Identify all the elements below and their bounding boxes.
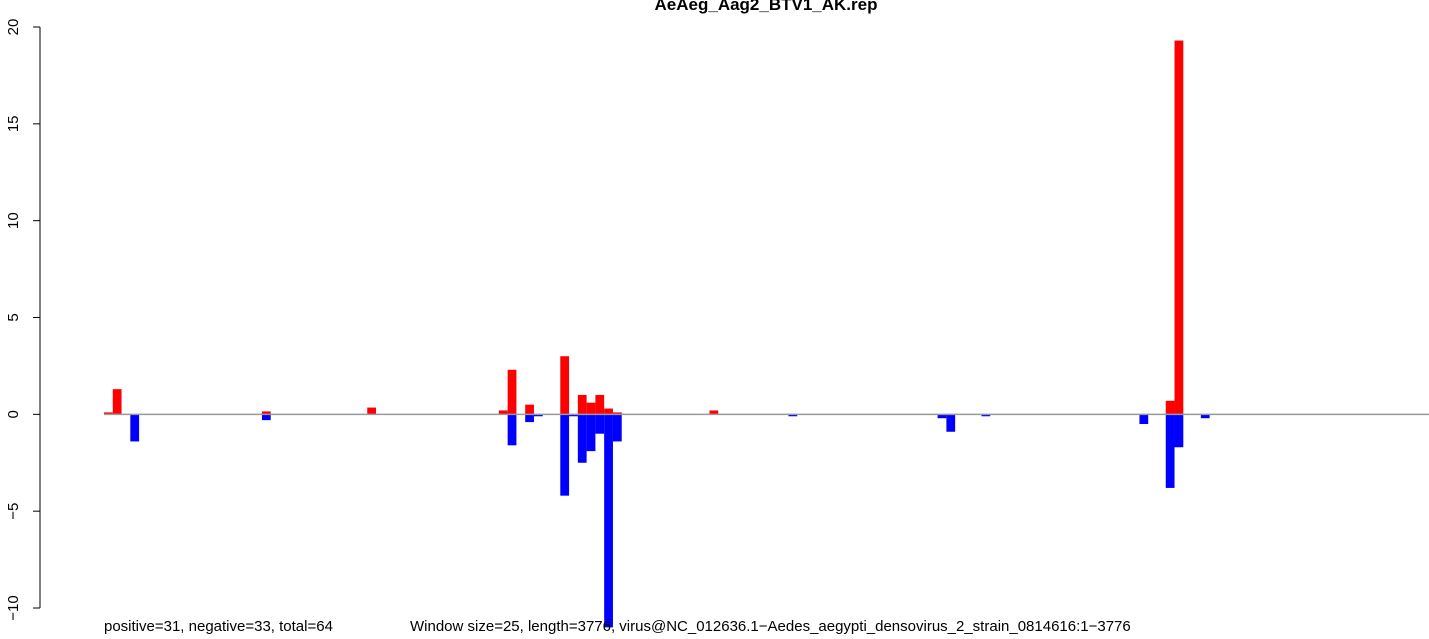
positive-bar: [560, 356, 570, 415]
positive-bar: [367, 407, 377, 415]
negative-bar: [937, 414, 947, 419]
negative-bar: [569, 414, 578, 417]
positive-bar: [1174, 40, 1184, 415]
negative-bar: [525, 414, 534, 423]
positive-bar: [709, 410, 719, 415]
y-tick-label: 15: [5, 115, 22, 132]
y-tick-label: −5: [5, 503, 22, 520]
positive-bar: [577, 394, 587, 415]
y-tick-label: 5: [5, 313, 22, 321]
negative-bar: [604, 414, 613, 628]
chart-title: AeAeg_Aag2_BTV1_AK.rep: [655, 0, 878, 14]
y-tick-label: 10: [5, 212, 22, 229]
negative-bar: [577, 414, 587, 463]
y-tick-label: 20: [5, 19, 22, 36]
positive-bar: [507, 369, 517, 415]
negative-bar: [946, 414, 956, 432]
negative-bar: [586, 414, 596, 452]
negative-bar: [130, 414, 140, 442]
positive-bar: [112, 389, 122, 415]
positive-bar: [525, 404, 534, 415]
negative-bar: [1174, 414, 1184, 448]
positive-bar: [498, 410, 508, 415]
positive-bar: [104, 412, 113, 415]
positive-bar: [261, 411, 271, 415]
negative-bar: [261, 414, 271, 421]
negative-bar: [1165, 414, 1175, 488]
positive-bar: [604, 408, 613, 415]
y-tick-label: 0: [5, 410, 22, 418]
footer-counts: positive=31, negative=33, total=64: [104, 618, 333, 635]
negative-bar: [1139, 414, 1149, 425]
negative-bar: [595, 414, 605, 434]
negative-bar: [1200, 414, 1210, 419]
bars: [104, 40, 1210, 628]
negative-bar: [981, 414, 991, 417]
positive-bar: [1165, 400, 1175, 415]
negative-bar: [788, 414, 798, 417]
positive-bar: [612, 412, 622, 415]
footer-window-info: Window size=25, length=3776, virus@NC_01…: [410, 618, 1131, 635]
y-axis: −10 −5 0 5 10 15 20: [5, 19, 41, 621]
negative-bar: [612, 414, 622, 442]
negative-bar: [507, 414, 517, 446]
positive-bar: [595, 394, 605, 415]
negative-bar: [560, 414, 570, 496]
negative-bar: [533, 414, 543, 417]
y-tick-label: −10: [5, 595, 22, 620]
positive-bar: [586, 402, 596, 415]
